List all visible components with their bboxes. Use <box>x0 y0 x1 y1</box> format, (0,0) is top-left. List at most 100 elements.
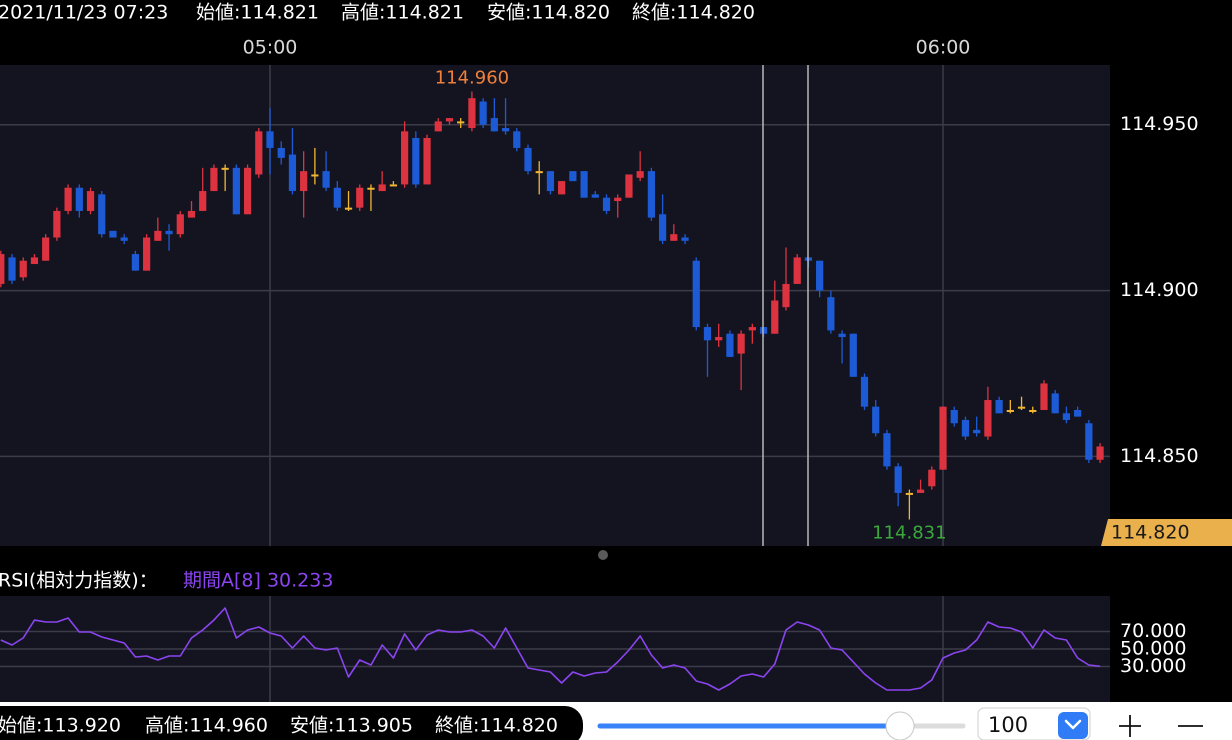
candle-body <box>816 260 824 291</box>
candle-body <box>199 191 207 211</box>
candle-body <box>333 187 341 208</box>
candle-body <box>479 101 487 125</box>
candle-body <box>546 171 555 192</box>
panel-resize-handle[interactable] <box>598 550 608 560</box>
candle-body <box>86 191 95 211</box>
last-price-badge <box>1101 519 1232 546</box>
candle-body <box>288 154 297 192</box>
candle-body <box>210 167 218 192</box>
candle-body <box>939 406 947 470</box>
candle-body <box>311 174 319 177</box>
candle-body <box>692 260 700 328</box>
candle-body <box>1096 446 1104 460</box>
dropdown-button[interactable] <box>1058 712 1088 739</box>
candle-body <box>524 147 532 172</box>
zoom-slider[interactable] <box>597 711 966 740</box>
candle-body <box>591 194 599 198</box>
candle-body <box>501 128 510 132</box>
candle-body <box>984 400 992 437</box>
candle-body <box>793 257 801 284</box>
candle-body <box>995 400 1003 414</box>
candle-body <box>1017 406 1026 409</box>
x-tick-label: 06:00 <box>916 37 971 59</box>
y-tick-label: 114.900 <box>1120 279 1199 301</box>
candle-body <box>670 234 678 241</box>
candle-body <box>782 283 790 308</box>
candle-body <box>513 131 521 148</box>
rsi-line <box>0 607 1101 691</box>
candle-body <box>143 237 151 271</box>
y-tick-label: 30.000 <box>1120 655 1186 677</box>
bar-count: 100 <box>988 713 1028 737</box>
footer-high: 高値:114.960 <box>145 715 268 737</box>
last-price-label: 114.820 <box>1111 522 1190 544</box>
price-plot-area <box>0 65 1110 546</box>
footer-open: 始値:113.920 <box>0 715 121 737</box>
candle-body <box>490 118 498 132</box>
candle-body <box>905 492 913 495</box>
header-low: 安値:114.820 <box>487 2 610 24</box>
header-high: 高値:114.821 <box>341 2 464 24</box>
candle-body <box>535 171 543 174</box>
candle-body <box>423 137 431 185</box>
candle-body <box>1074 409 1082 417</box>
zoom-in-button[interactable] <box>1119 715 1141 737</box>
candle-body <box>434 121 442 132</box>
candle-body <box>300 171 308 192</box>
rsi-title: RSI(相対力指数)： <box>0 570 158 592</box>
candle-body <box>255 131 263 175</box>
candle-body <box>1085 423 1093 460</box>
candle-body <box>1062 413 1071 420</box>
candle-body <box>916 489 925 493</box>
candle-body <box>849 333 857 377</box>
candle-body <box>726 333 734 357</box>
candle-body <box>176 214 184 235</box>
candle-body <box>838 333 846 338</box>
candle-body <box>827 297 835 331</box>
x-tick-label: 05:00 <box>243 37 298 59</box>
candle-body <box>154 230 162 241</box>
candle-body <box>625 174 633 198</box>
candle-body <box>401 131 409 185</box>
y-tick-label: 70.000 <box>1120 620 1186 642</box>
candle-body <box>715 337 723 341</box>
candle-body <box>1040 383 1048 410</box>
header-close: 終値:114.820 <box>632 2 755 24</box>
candle-body <box>221 167 229 170</box>
candle-body <box>468 98 476 129</box>
candle-body <box>580 171 588 198</box>
candle-body <box>109 230 117 238</box>
candle-body <box>367 187 375 190</box>
candle-body <box>53 210 61 238</box>
candle-body <box>614 197 622 202</box>
candle-body <box>1029 409 1037 412</box>
candle-body <box>322 171 330 188</box>
candle-body <box>75 187 83 211</box>
candle-body <box>243 167 252 215</box>
footer-close: 終値:114.820 <box>435 715 558 737</box>
candle-body <box>860 376 869 407</box>
candle-body <box>232 167 240 215</box>
candle-body <box>883 433 891 467</box>
candle-body <box>389 184 397 187</box>
slider-thumb[interactable] <box>885 711 915 740</box>
header-open: 始値:114.821 <box>196 2 319 24</box>
candle-body <box>64 187 72 211</box>
candle-body <box>771 300 779 334</box>
y-tick-label: 114.850 <box>1120 445 1199 467</box>
candle-body <box>894 466 902 493</box>
candle-body <box>1051 393 1059 414</box>
chevron-icon <box>1064 719 1082 730</box>
candle-body <box>445 118 454 122</box>
candle-body <box>131 254 140 271</box>
candle-body <box>961 419 970 437</box>
y-tick-label: 114.950 <box>1120 113 1199 135</box>
candle-body <box>748 327 756 331</box>
candle-body <box>412 137 420 185</box>
candle-body <box>703 327 712 341</box>
low-label: 114.831 <box>872 522 946 543</box>
candle-body <box>42 237 50 261</box>
candle-body <box>973 429 981 434</box>
